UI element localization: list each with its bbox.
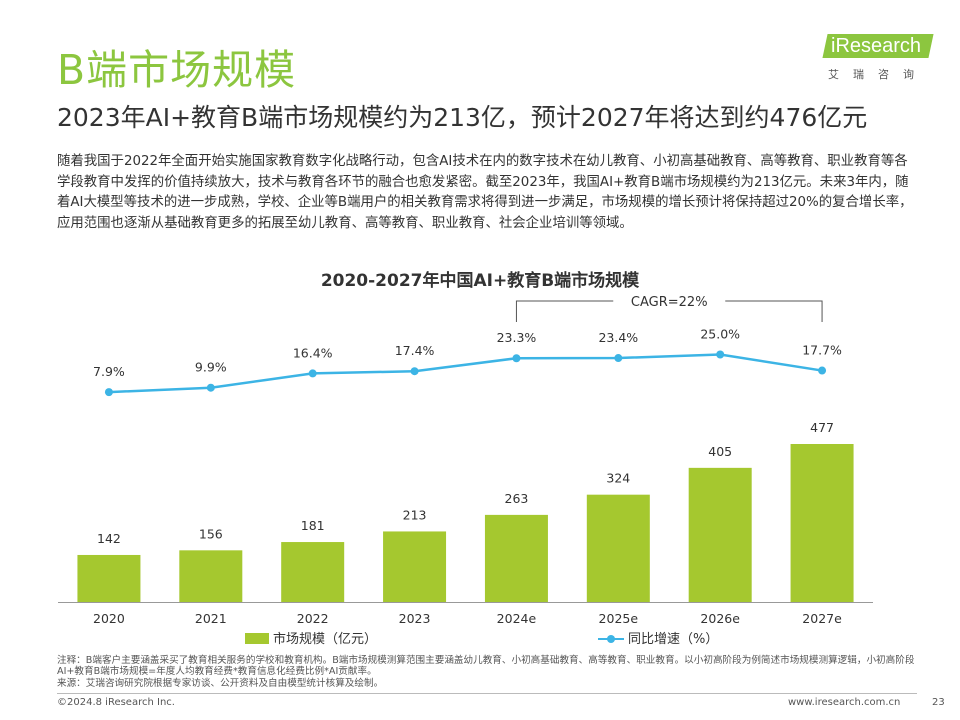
notes: 注释：B端客户主要涵盖采买了教育相关服务的学校和教育机构。B端市场规模测算范围主… [57,655,917,689]
x-tick-label-2020: 2020 [93,611,125,626]
bar-value-label-2025e: 324 [606,471,630,486]
bar-value-label-2027e: 477 [810,420,834,435]
bar-2026e [688,467,752,602]
growth-label-2027e: 17.7% [802,343,842,358]
x-tick-label-2022: 2022 [297,611,329,626]
page-title: B端市场规模 [57,46,297,94]
growth-line [108,353,823,394]
growth-label-2020: 7.9% [93,364,125,379]
growth-point-2027e [818,366,827,375]
source-text: 来源：艾瑞咨询研究院根据专家访谈、公开资料及自由模型统计核算及绘制。 [57,677,384,689]
legend-bar-series: 市场规模（亿元） [245,628,377,647]
page-subtitle: 2023年AI+教育B端市场规模约为213亿，预计2027年将达到约476亿元 [57,103,868,132]
footer-copyright: ©2024.8 iResearch Inc. [57,697,175,708]
iresearch-logo: iResearch 艾瑞咨询 [822,30,934,84]
cagr-bracket-left [515,300,614,322]
bar-2022 [281,542,345,602]
x-tick-label-2024e: 2024e [497,611,537,626]
legend-line-label: 同比增速（%） [628,632,719,647]
growth-label-2021: 9.9% [195,360,227,375]
legend-line-swatch [598,633,624,644]
logo-sub: 艾瑞咨询 [828,68,928,81]
x-tick-label-2025e: 2025e [599,611,639,626]
bar-value-label-2024e: 263 [505,491,529,506]
bar-2021 [179,550,243,602]
bar-2024e [484,514,548,602]
bar-value-label-2026e: 405 [708,444,732,459]
growth-point-2025e [614,354,623,363]
legend-line-series: 同比增速（%） [598,628,718,647]
x-tick-label-2021: 2021 [195,611,227,626]
growth-point-2020 [104,388,113,397]
growth-label-2023: 17.4% [395,343,435,358]
growth-point-2022 [308,369,317,378]
page-number: 23 [932,697,945,708]
bar-2027e [790,444,854,602]
growth-label-2024e: 23.3% [497,330,537,345]
growth-label-2022: 16.4% [293,345,333,360]
x-tick-label-2027e: 2027e [802,611,842,626]
growth-point-2026e [716,350,725,359]
footer-url: www.iresearch.com.cn [788,697,901,708]
bar-value-label-2023: 213 [403,507,427,522]
bar-value-label-2020: 142 [97,531,121,546]
bar-2025e [586,494,650,602]
bar-2020 [77,554,141,602]
chart-title: 2020-2027年中国AI+教育B端市场规模 [320,271,640,291]
cagr-bracket-right [725,300,823,322]
growth-point-2023 [410,367,419,376]
growth-point-2021 [206,383,215,392]
bar-value-label-2021: 156 [199,526,223,541]
bar-2023 [383,531,447,602]
cagr-label: CAGR=22% [631,295,708,310]
growth-point-2024e [512,354,521,363]
footer-divider [57,693,917,694]
growth-label-2026e: 25.0% [700,327,740,342]
growth-label-2025e: 23.4% [598,330,638,345]
x-tick-label-2026e: 2026e [700,611,740,626]
x-tick-label-2023: 2023 [399,611,431,626]
legend-bar-swatch [245,633,269,644]
legend-bar-label: 市场规模（亿元） [273,632,378,647]
body-paragraph: 随着我国于2022年全面开始实施国家教育数字化战略行动，包含AI技术在内的数字技… [57,154,913,231]
note-text: 注释：B端客户主要涵盖采买了教育相关服务的学校和教育机构。B端市场规模测算范围主… [57,655,915,678]
bar-value-label-2022: 181 [301,518,325,533]
